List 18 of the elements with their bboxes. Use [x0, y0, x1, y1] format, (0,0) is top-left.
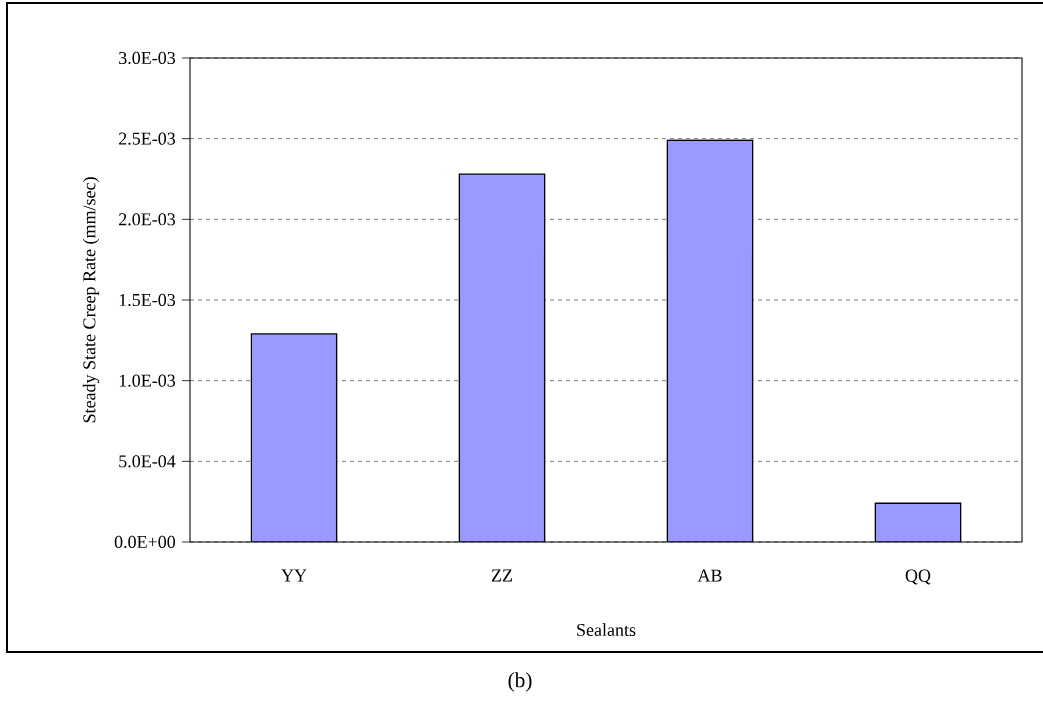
bar	[874, 502, 962, 542]
bar	[666, 139, 754, 542]
y-tick-label: 1.0E-03	[119, 374, 176, 387]
x-axis-title: Sealants	[577, 623, 636, 637]
y-tick-label: 5.0E-04	[119, 455, 176, 468]
bar	[250, 333, 338, 542]
y-axis-title: Steady State Creep Rate (mm/sec)	[82, 177, 100, 423]
y-tick-label: 3.0E-03	[119, 51, 176, 65]
y-tick-label: 0.0E+00	[114, 535, 176, 549]
x-tick-label: YY	[281, 569, 307, 582]
y-tick-label: 1.5E-03	[119, 293, 176, 307]
x-tick-label: QQ	[905, 569, 931, 585]
y-tick-label: 2.5E-03	[119, 132, 176, 145]
y-tick-label: 2.0E-03	[119, 213, 176, 226]
bar	[458, 173, 546, 542]
x-tick-label: AB	[697, 569, 722, 582]
text: (b)	[508, 672, 532, 692]
x-tick-label: ZZ	[491, 569, 513, 582]
